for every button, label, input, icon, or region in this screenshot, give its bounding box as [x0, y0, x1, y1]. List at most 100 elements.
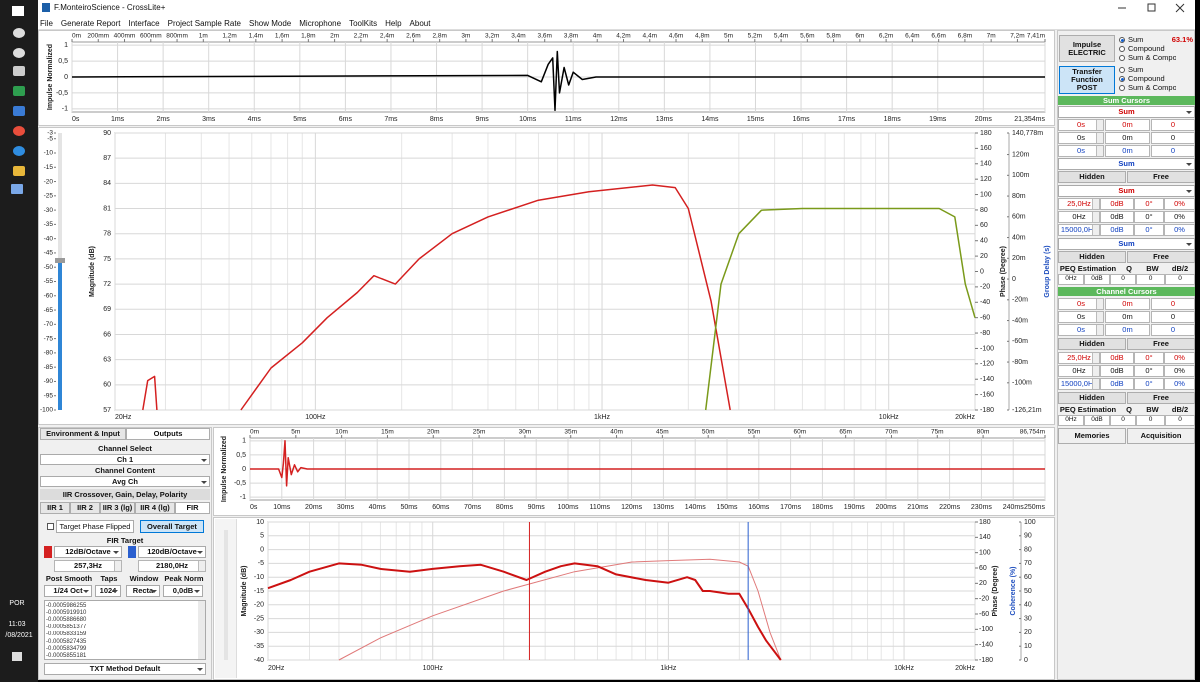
- menu-item[interactable]: ToolKits: [349, 18, 378, 28]
- x-tick-label: 20kHz: [955, 414, 975, 421]
- menu-item[interactable]: Show Mode: [249, 18, 292, 28]
- y-tick-label: 1: [64, 42, 68, 49]
- y2-tick-label: 140: [980, 161, 992, 168]
- taskbar-icon[interactable]: [13, 106, 25, 116]
- menu-item[interactable]: Help: [385, 18, 402, 28]
- x-tick-label: 230ms: [971, 504, 993, 511]
- y2-tick-label: -80: [980, 330, 990, 337]
- y2-tick-label: -20: [980, 284, 990, 291]
- fader-tick-label: -10: [44, 150, 54, 157]
- y-tick-label: 87: [103, 155, 111, 162]
- y-axis-label: Impulse Normalized: [47, 44, 54, 110]
- taskbar-icon[interactable]: [13, 66, 25, 76]
- y3-tick-label: 80: [1024, 546, 1032, 553]
- y3-tick-label: -20m: [1012, 297, 1028, 304]
- y-tick-label: -15: [254, 588, 264, 595]
- taskbar-icon[interactable]: [11, 184, 23, 194]
- fader-knob[interactable]: [55, 258, 65, 263]
- x2-tick-label: 3m: [461, 33, 470, 40]
- y2-tick-label: -20: [979, 596, 989, 603]
- fader-tick-label: -80: [44, 350, 54, 357]
- x2-tick-label: 0m: [72, 33, 81, 40]
- y3-tick-label: 100m: [1012, 172, 1030, 179]
- fader-tick-label: -25: [44, 193, 54, 200]
- y3-tick-label: 10: [1024, 643, 1032, 650]
- fader-tick-label: -5: [47, 135, 53, 142]
- menu-item[interactable]: Generate Report: [60, 18, 121, 28]
- y3-tick-label: -40m: [1012, 317, 1028, 324]
- x-tick-label: 210ms: [907, 504, 929, 511]
- x-tick-label: 0s: [250, 504, 258, 511]
- y-tick-label: -30: [254, 629, 264, 636]
- x2-tick-label: 600mm: [140, 33, 162, 40]
- x-tick-label: 14ms: [701, 116, 719, 123]
- y2-tick-label: -120: [980, 361, 994, 368]
- y-tick-label: 75: [103, 256, 111, 263]
- x-tick-label: 60ms: [432, 504, 450, 511]
- taskbar-icon[interactable]: [13, 28, 25, 38]
- x2-tick-label: 70m: [885, 429, 898, 436]
- y2-tick-label: -140: [980, 376, 994, 383]
- y2-tick-label: 180: [980, 130, 992, 137]
- x-tick-label: 20Hz: [115, 414, 132, 421]
- x-tick-label: 100ms: [557, 504, 579, 511]
- y-tick-label: -10: [254, 574, 264, 581]
- menu-item[interactable]: Microphone: [299, 18, 342, 28]
- x2-tick-label: 5,6m: [800, 33, 814, 40]
- x-tick-label: 19ms: [929, 116, 947, 123]
- x-tick-label: 140ms: [685, 504, 707, 511]
- x-tick-label: 17ms: [838, 116, 856, 123]
- x2-tick-label: 1m: [199, 33, 208, 40]
- y-tick-label: -1: [62, 106, 68, 113]
- x-tick-label: 5ms: [293, 116, 307, 123]
- x2-tick-label: 6,2m: [879, 33, 893, 40]
- x-tick-label: 240ms: [1003, 504, 1025, 511]
- y2-tick-label: 0: [980, 268, 984, 275]
- series-line: [267, 562, 782, 661]
- x2-tick-label: 7,2m: [1010, 33, 1024, 40]
- menu-item[interactable]: File: [40, 18, 53, 28]
- x-tick-label: 80ms: [496, 504, 514, 511]
- y2-tick-label: -180: [980, 407, 994, 414]
- fader-tick-label: -30: [44, 207, 54, 214]
- x-tick-label: 40ms: [369, 504, 387, 511]
- taskbar-icon[interactable]: [13, 86, 25, 96]
- y-tick-label: -40: [254, 657, 264, 664]
- x2-tick-label: 7,41m: [1027, 33, 1045, 40]
- y-tick-label: 84: [103, 180, 111, 187]
- fader-tick-label: -3: [47, 130, 53, 137]
- y3-tick-label: 0: [1024, 657, 1028, 664]
- y2-tick-label: 20: [979, 580, 987, 587]
- taskbar-icon[interactable]: [13, 166, 25, 176]
- menu-item[interactable]: Interface: [128, 18, 160, 28]
- taskbar-icon[interactable]: [13, 48, 25, 58]
- y-tick-label: -20: [254, 602, 264, 609]
- y3-tick-label: -80m: [1012, 359, 1028, 366]
- y3-tick-label: 20m: [1012, 255, 1026, 262]
- y2-axis-label: Phase (Degree): [1000, 246, 1007, 297]
- menu-item[interactable]: Project Sample Rate: [167, 18, 241, 28]
- x-tick-label: 150ms: [716, 504, 738, 511]
- title-bar: [38, 0, 1195, 16]
- y3-tick-label: 40: [1024, 602, 1032, 609]
- fader-tick-label: -70: [44, 321, 54, 328]
- x-tick-label: 250ms: [1024, 504, 1046, 511]
- y2-tick-label: 80: [980, 207, 988, 214]
- taskbar-icon[interactable]: [13, 126, 25, 136]
- x2-tick-label: 4,8m: [695, 33, 709, 40]
- taskbar-icon[interactable]: [13, 146, 25, 156]
- fader-tick-label: -90: [44, 378, 54, 385]
- x2-tick-label: 1,2m: [222, 33, 236, 40]
- x2-tick-label: 15m: [381, 429, 394, 436]
- menu-item[interactable]: About: [409, 18, 431, 28]
- x-tick-label: 12ms: [610, 116, 628, 123]
- x2-tick-label: 40m: [610, 429, 623, 436]
- y3-tick-label: 60m: [1012, 214, 1026, 221]
- x-tick-label: 170ms: [780, 504, 802, 511]
- x2-tick-label: 400mm: [114, 33, 136, 40]
- x2-tick-label: 30m: [519, 429, 532, 436]
- fader-level: [58, 262, 62, 410]
- y2-tick-label: 60: [979, 565, 987, 572]
- x2-tick-label: 55m: [748, 429, 761, 436]
- notification-icon[interactable]: [12, 652, 22, 661]
